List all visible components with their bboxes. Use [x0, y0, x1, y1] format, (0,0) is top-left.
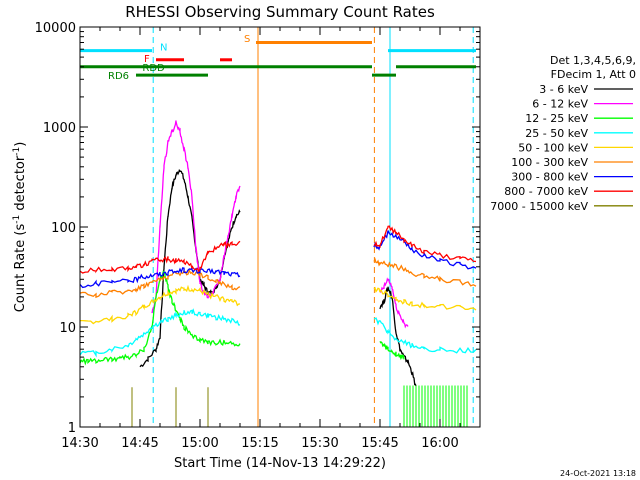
series-line-4-0	[80, 284, 240, 325]
chart-title: RHESSI Observing Summary Count Rates	[125, 3, 435, 21]
x-tick-label-1: 14:45	[121, 436, 158, 451]
series-line-4-1	[373, 286, 477, 311]
series-line-7-0	[79, 240, 241, 274]
x-axis: 14:30 14:45 15:00 15:15 15:30 15:45 16:00	[61, 27, 481, 451]
legend-label-6: 300 - 800 keV	[511, 171, 588, 184]
flag-label-n: N	[160, 42, 167, 53]
x-tick-label-5: 15:45	[361, 436, 398, 451]
y-axis-label: Count Rate (s-1 detector-1)	[12, 142, 28, 313]
legend-label-3: 25 - 50 keV	[525, 127, 588, 140]
series-line-2-0	[79, 270, 241, 366]
y-axis-label-main: Count Rate (s	[13, 224, 28, 313]
legend-label-8: 7000 - 15000 keV	[490, 200, 588, 213]
series-line-3-1	[373, 317, 477, 354]
plot-frame	[79, 26, 481, 428]
legend-label-1: 6 - 12 keV	[532, 98, 588, 111]
y-tick-label-0: 1	[68, 421, 76, 436]
y-axis-label-mid: detector	[13, 155, 28, 215]
legend-label-7: 800 - 7000 keV	[504, 185, 588, 198]
y-axis: 1 10 100 1000 10000	[35, 21, 480, 436]
y-tick-label-1: 10	[59, 321, 76, 336]
x-tick-label-2: 15:00	[181, 436, 218, 451]
y-axis-label-end: )	[13, 142, 28, 147]
series-line-3-0	[79, 308, 241, 358]
series-line-5-0	[79, 268, 241, 299]
flag-label-rdd: RDD	[142, 63, 165, 74]
y-axis-label-sup1: -1	[12, 215, 22, 224]
series-line-1-0	[151, 120, 241, 314]
legend-label-5: 100 - 300 keV	[511, 156, 588, 169]
flag-label-s: S	[244, 34, 250, 45]
legend: Det 1,3,4,5,6,9, FDecim 1, Att 0 3 - 6 k…	[490, 54, 636, 213]
timestamp: 24-Oct-2021 13:18	[560, 469, 636, 478]
series-line-7-1	[373, 225, 477, 263]
y-axis-label-sup2: -1	[12, 147, 22, 156]
y-tick-label-4: 10000	[35, 21, 76, 36]
legend-label-4: 50 - 100 keV	[518, 141, 588, 154]
legend-label-2: 12 - 25 keV	[525, 112, 588, 125]
flag-label-rd6: RD6	[108, 71, 129, 82]
series-line-2-1	[379, 340, 405, 361]
y-tick-label-2: 100	[51, 221, 76, 236]
legend-label-0: 3 - 6 keV	[539, 83, 588, 96]
plot-area: NF S RDD RD6	[79, 27, 477, 427]
x-axis-label: Start Time (14-Nov-13 14:29:22)	[174, 456, 386, 471]
series-line-5-1	[373, 257, 477, 287]
x-tick-label-0: 14:30	[61, 436, 98, 451]
flag-label-f: F	[144, 54, 150, 65]
series-line-6-0	[79, 266, 241, 289]
x-tick-label-3: 15:15	[241, 436, 278, 451]
legend-header-line-1: Det 1,3,4,5,6,9,	[550, 54, 636, 67]
y-tick-label-3: 1000	[43, 121, 76, 136]
series-line-1-1	[379, 277, 409, 329]
legend-header-line-2: FDecim 1, Att 0	[551, 68, 636, 81]
x-tick-label-4: 15:30	[301, 436, 338, 451]
x-tick-label-6: 16:00	[421, 436, 458, 451]
